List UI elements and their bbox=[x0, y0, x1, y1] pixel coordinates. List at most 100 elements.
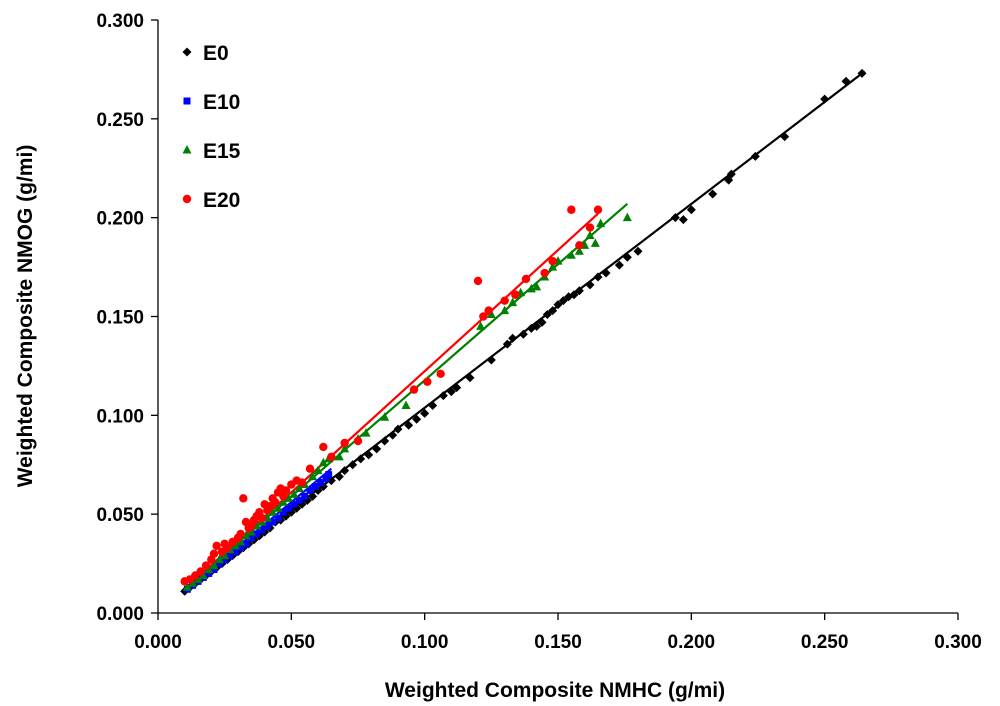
data-point-e0 bbox=[420, 408, 430, 418]
data-point-e0 bbox=[614, 260, 624, 270]
x-tick-label: 0.150 bbox=[534, 632, 582, 653]
data-point-e0 bbox=[393, 424, 403, 434]
y-tick-label: 0.000 bbox=[96, 604, 144, 625]
data-point-e0 bbox=[404, 420, 414, 430]
data-point-e20 bbox=[281, 486, 291, 495]
data-point-e0 bbox=[388, 430, 398, 440]
data-point-e20 bbox=[201, 561, 211, 570]
data-point-e20 bbox=[567, 205, 576, 214]
data-point-e0 bbox=[780, 132, 790, 142]
data-point-e20 bbox=[473, 276, 483, 286]
data-point-e20 bbox=[540, 268, 549, 278]
data-point-e0 bbox=[348, 460, 358, 470]
data-point-e20 bbox=[271, 498, 280, 507]
legend-label-e15: E15 bbox=[203, 140, 241, 163]
data-point-e0 bbox=[601, 268, 611, 278]
data-point-e10 bbox=[242, 540, 250, 548]
data-point-e0 bbox=[537, 317, 547, 327]
data-point-e10 bbox=[285, 504, 293, 512]
data-point-e0 bbox=[438, 391, 448, 401]
data-point-e10 bbox=[295, 496, 303, 504]
data-point-e15 bbox=[532, 281, 542, 291]
data-point-e15 bbox=[585, 230, 595, 239]
data-point-e20 bbox=[353, 436, 363, 446]
data-point-e20 bbox=[223, 543, 232, 552]
data-point-e0 bbox=[428, 400, 438, 410]
data-point-e20 bbox=[511, 290, 520, 299]
data-point-e20 bbox=[521, 274, 531, 284]
data-point-e0 bbox=[380, 436, 390, 446]
data-point-e20 bbox=[484, 306, 493, 315]
data-point-e0 bbox=[518, 329, 528, 339]
data-point-e15 bbox=[548, 262, 558, 271]
data-point-e10 bbox=[253, 530, 261, 538]
y-tick-label: 0.100 bbox=[96, 406, 144, 427]
data-point-e10 bbox=[210, 566, 218, 574]
data-point-e0 bbox=[446, 387, 456, 397]
data-point-e10 bbox=[311, 482, 319, 490]
data-point-e0 bbox=[502, 339, 512, 349]
data-point-e10 bbox=[231, 548, 239, 556]
x-tick-label: 0.300 bbox=[934, 632, 982, 653]
data-point-e15 bbox=[340, 443, 350, 453]
x-tick-label: 0.100 bbox=[401, 632, 449, 653]
data-point-e20 bbox=[209, 549, 219, 558]
data-point-e15 bbox=[596, 218, 606, 228]
data-point-e15 bbox=[273, 503, 283, 512]
data-point-e0 bbox=[553, 300, 563, 310]
data-point-e10 bbox=[325, 471, 333, 479]
x-tick-label: 0.250 bbox=[801, 632, 849, 653]
data-point-e15 bbox=[500, 305, 510, 315]
data-point-e10 bbox=[317, 479, 325, 487]
data-point-e20 bbox=[479, 312, 488, 321]
data-point-e15 bbox=[214, 554, 224, 564]
data-point-e0 bbox=[841, 76, 851, 86]
data-point-e0 bbox=[670, 213, 680, 223]
data-point-e20 bbox=[319, 442, 328, 452]
y-tick-label: 0.250 bbox=[96, 110, 144, 131]
data-point-e15 bbox=[566, 250, 576, 259]
data-point-e10 bbox=[221, 556, 229, 564]
y-axis-title: Weighted Composite NMOG (g/mi) bbox=[14, 145, 37, 488]
data-point-e0 bbox=[364, 450, 374, 460]
data-point-e0 bbox=[548, 306, 558, 316]
data-point-e20 bbox=[593, 205, 603, 214]
y-tick-label: 0.150 bbox=[96, 308, 144, 329]
data-point-e20 bbox=[436, 369, 445, 379]
series-e20 bbox=[180, 205, 603, 586]
legend-marker-e0 bbox=[182, 47, 192, 57]
y-tick-label: 0.200 bbox=[96, 209, 144, 230]
data-point-e0 bbox=[708, 189, 718, 199]
data-point-e0 bbox=[542, 310, 552, 320]
data-point-e0 bbox=[558, 296, 568, 306]
data-point-e0 bbox=[308, 491, 318, 501]
data-point-e15 bbox=[294, 483, 304, 492]
data-point-e15 bbox=[268, 507, 278, 516]
data-point-e15 bbox=[241, 530, 251, 540]
data-point-e0 bbox=[820, 94, 830, 104]
legend-label-e0: E0 bbox=[203, 42, 229, 65]
data-point-e10 bbox=[237, 544, 245, 552]
data-point-e0 bbox=[452, 383, 462, 393]
data-point-e0 bbox=[857, 68, 867, 78]
data-point-e20 bbox=[212, 541, 221, 550]
data-point-e10 bbox=[258, 526, 266, 534]
data-point-e10 bbox=[247, 534, 255, 542]
data-point-e20 bbox=[257, 513, 267, 523]
data-point-e0 bbox=[334, 472, 344, 482]
y-tick-label: 0.300 bbox=[96, 11, 144, 32]
data-point-e10 bbox=[263, 522, 271, 530]
series-e15 bbox=[182, 212, 632, 591]
data-point-e15 bbox=[508, 297, 518, 307]
series-e10 bbox=[183, 471, 333, 593]
data-point-e20 bbox=[327, 452, 336, 462]
data-point-e0 bbox=[622, 252, 632, 262]
x-tick-label: 0.000 bbox=[134, 632, 182, 653]
data-point-e0 bbox=[633, 246, 643, 256]
data-point-e20 bbox=[548, 256, 557, 266]
data-point-e10 bbox=[322, 475, 330, 483]
data-point-e0 bbox=[593, 272, 603, 282]
legend-label-e20: E20 bbox=[203, 189, 240, 212]
data-point-e20 bbox=[423, 377, 432, 386]
